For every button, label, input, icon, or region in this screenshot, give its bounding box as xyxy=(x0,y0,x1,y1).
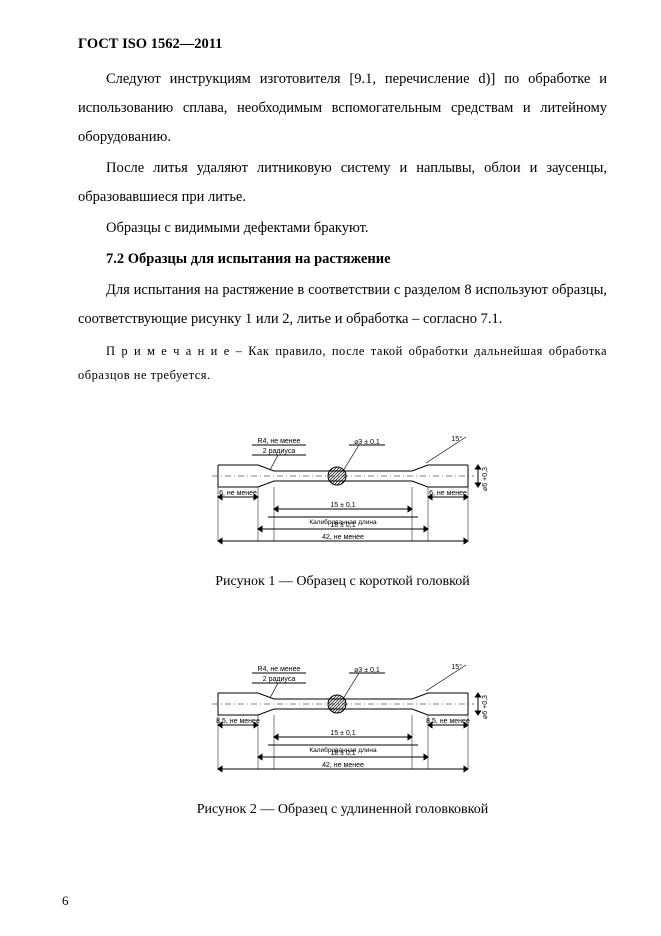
svg-text:15°: 15° xyxy=(451,663,462,671)
svg-text:⌀6 +0,3: ⌀6 +0,3 xyxy=(482,694,488,718)
svg-text:R4, не менее: R4, не менее xyxy=(257,438,300,445)
figure-1: R4, не менее2 радиуса⌀3 ± 0,115°⌀6 +0,36… xyxy=(78,418,607,596)
doc-header: ГОСТ ISO 1562—2011 xyxy=(78,30,607,59)
svg-text:8,5, не менее: 8,5, не менее xyxy=(426,718,470,725)
svg-text:15°: 15° xyxy=(451,435,462,443)
svg-text:6, не менее: 6, не менее xyxy=(429,490,467,497)
figure-2: R4, не менее2 радиуса⌀3 ± 0,115°⌀6 +0,38… xyxy=(78,646,607,824)
svg-text:42, не менее: 42, не менее xyxy=(322,534,364,541)
paragraph-3: Образцы с видимыми дефектами бракуют. xyxy=(78,214,607,243)
paragraph-2: После литья удаляют литниковую систему и… xyxy=(78,154,607,212)
figure-2-caption: Рисунок 2 ― Образец с удлиненной головко… xyxy=(78,796,607,824)
figure-1-svg: R4, не менее2 радиуса⌀3 ± 0,115°⌀6 +0,36… xyxy=(198,418,488,558)
paragraph-4: Для испытания на растяжение в соответств… xyxy=(78,276,607,334)
svg-text:18 ± 0,1: 18 ± 0,1 xyxy=(330,522,355,529)
figure-2-svg: R4, не менее2 радиуса⌀3 ± 0,115°⌀6 +0,38… xyxy=(198,646,488,786)
paragraph-1: Следуют инструкциям изготовителя [9.1, п… xyxy=(78,65,607,152)
page: ГОСТ ISO 1562—2011 Следуют инструкциям и… xyxy=(0,0,661,936)
section-7-2-heading: 7.2 Образцы для испытания на растяжение xyxy=(78,245,607,274)
svg-text:42, не менее: 42, не менее xyxy=(322,762,364,769)
svg-text:2 радиуса: 2 радиуса xyxy=(262,676,295,683)
page-number: 6 xyxy=(62,888,69,914)
svg-text:15 ± 0,1: 15 ± 0,1 xyxy=(330,730,355,737)
svg-text:⌀6 +0,3: ⌀6 +0,3 xyxy=(482,466,488,490)
figure-1-caption: Рисунок 1 ― Образец с короткой головкой xyxy=(78,568,607,596)
svg-text:8,5, не менее: 8,5, не менее xyxy=(216,718,260,725)
svg-text:18 ± 0,1: 18 ± 0,1 xyxy=(330,750,355,757)
note: П р и м е ч а н и е – Как правило, после… xyxy=(78,340,607,388)
svg-text:6, не менее: 6, не менее xyxy=(219,490,257,497)
svg-text:2 радиуса: 2 радиуса xyxy=(262,448,295,455)
note-prefix: П р и м е ч а н и е xyxy=(106,344,236,358)
svg-text:15 ± 0,1: 15 ± 0,1 xyxy=(330,502,355,509)
svg-text:R4, не менее: R4, не менее xyxy=(257,666,300,673)
